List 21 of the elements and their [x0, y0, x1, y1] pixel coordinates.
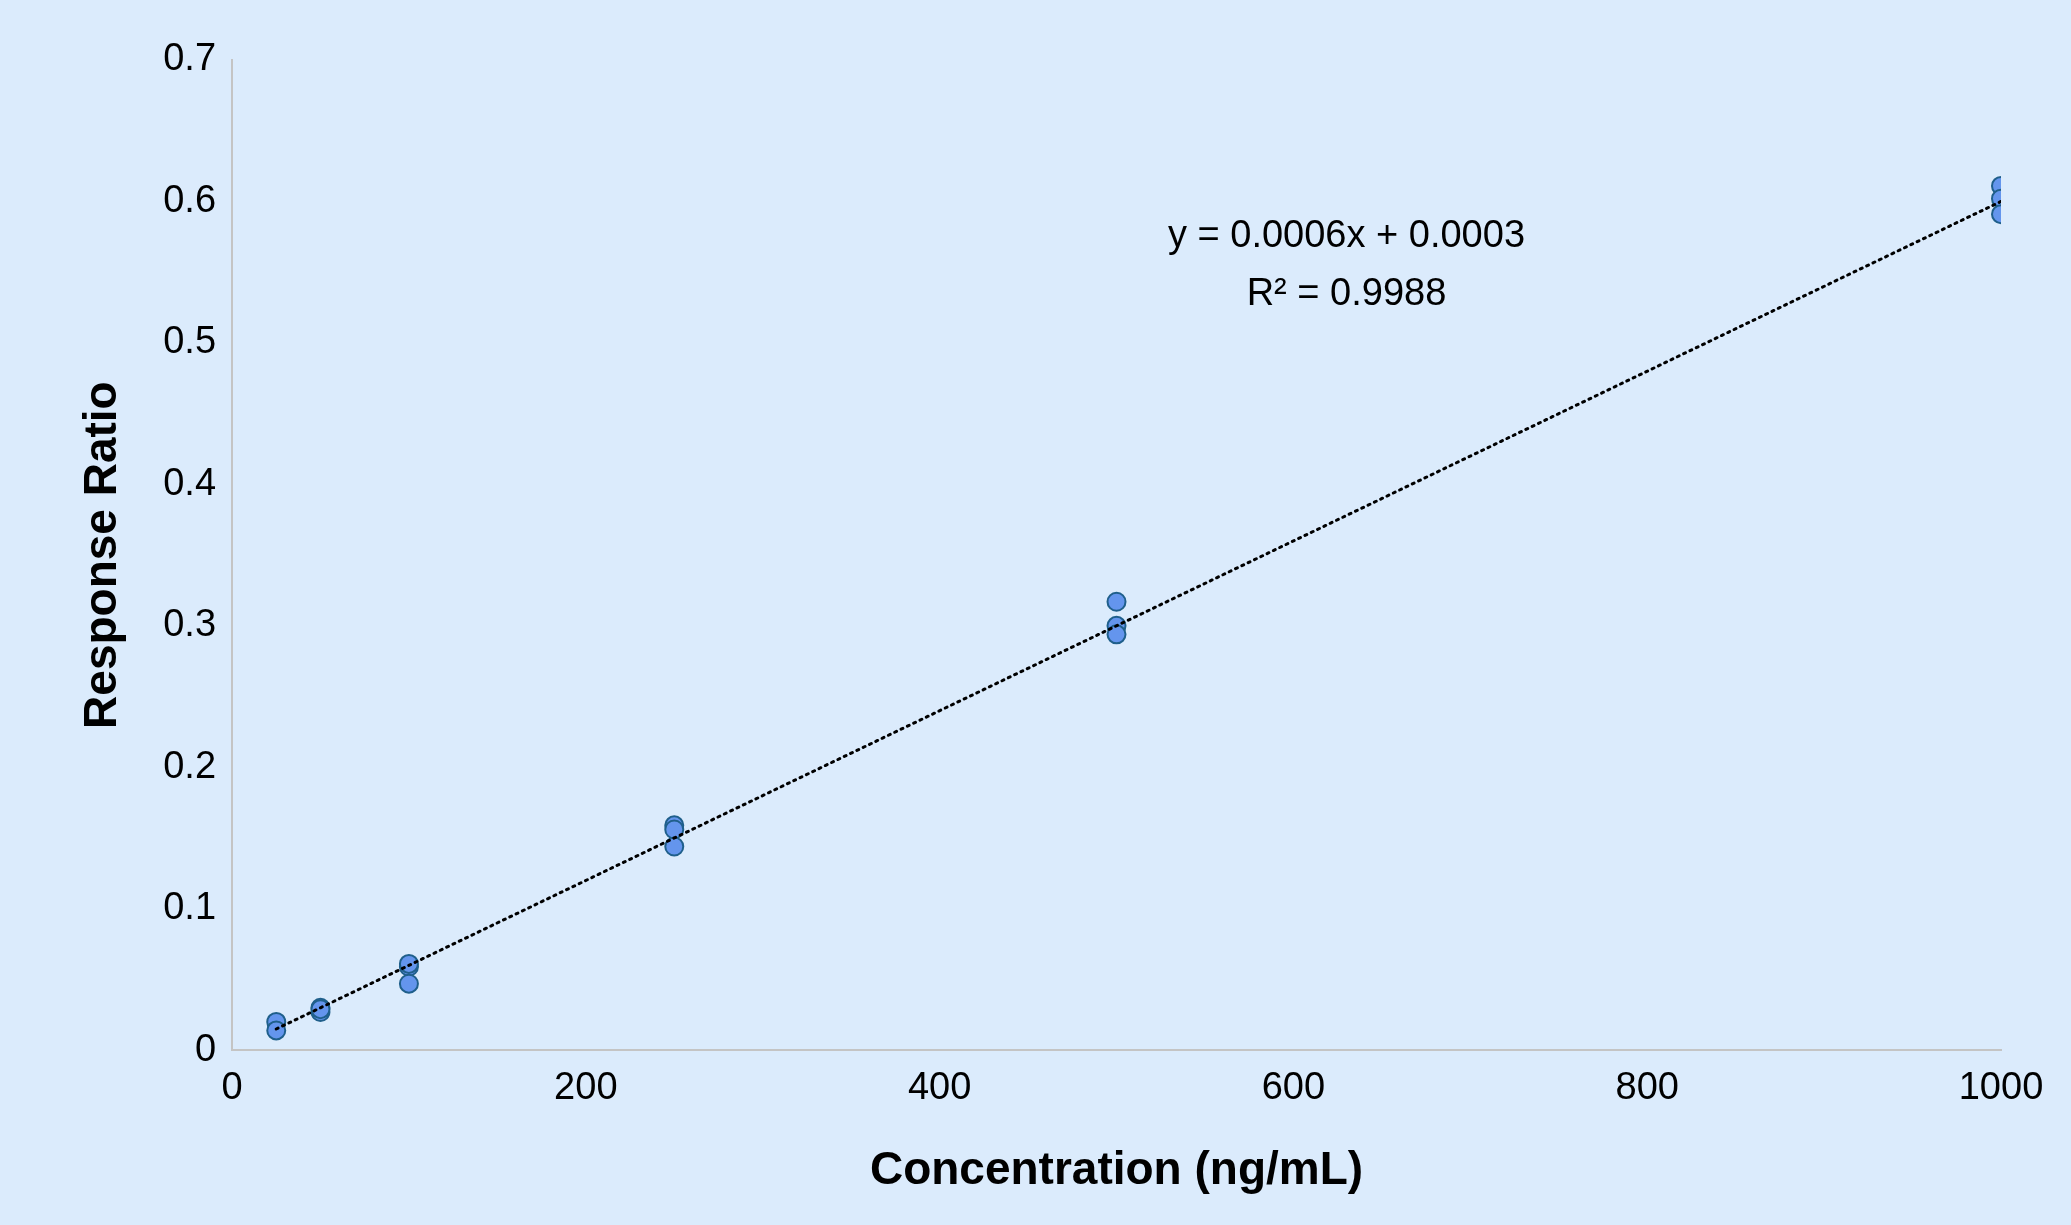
y-tick-label: 0.6 [163, 177, 217, 220]
y-tick-label: 0.7 [163, 36, 217, 79]
point [266, 1020, 287, 1041]
annotation: R² = 0.9988 [1246, 270, 1447, 313]
x-tick-label: 0 [221, 1065, 243, 1108]
y-tick-label: 0.4 [163, 460, 217, 503]
point [664, 836, 685, 857]
y-tick-label: 0.5 [163, 319, 217, 362]
y-tick-label: 0 [194, 1026, 217, 1069]
x-tick-label: 600 [1261, 1065, 1326, 1108]
point [398, 973, 419, 994]
x-axis-title: Concentration (ng/mL) [869, 1142, 1364, 1195]
y-tick-label: 0.2 [163, 743, 217, 786]
y-tick-label: 0.3 [163, 602, 217, 645]
x-tick-label: 1000 [1958, 1065, 2044, 1108]
x-tick-label: 400 [907, 1065, 972, 1108]
x-tick-label: 200 [554, 1065, 618, 1108]
x-tick-label: 800 [1615, 1065, 1679, 1108]
annotation: y = 0.0006x + 0.0003 [1167, 212, 1526, 255]
y-tick-label: 0.1 [163, 885, 217, 928]
y-axis-title: Response Ratio [74, 381, 127, 729]
